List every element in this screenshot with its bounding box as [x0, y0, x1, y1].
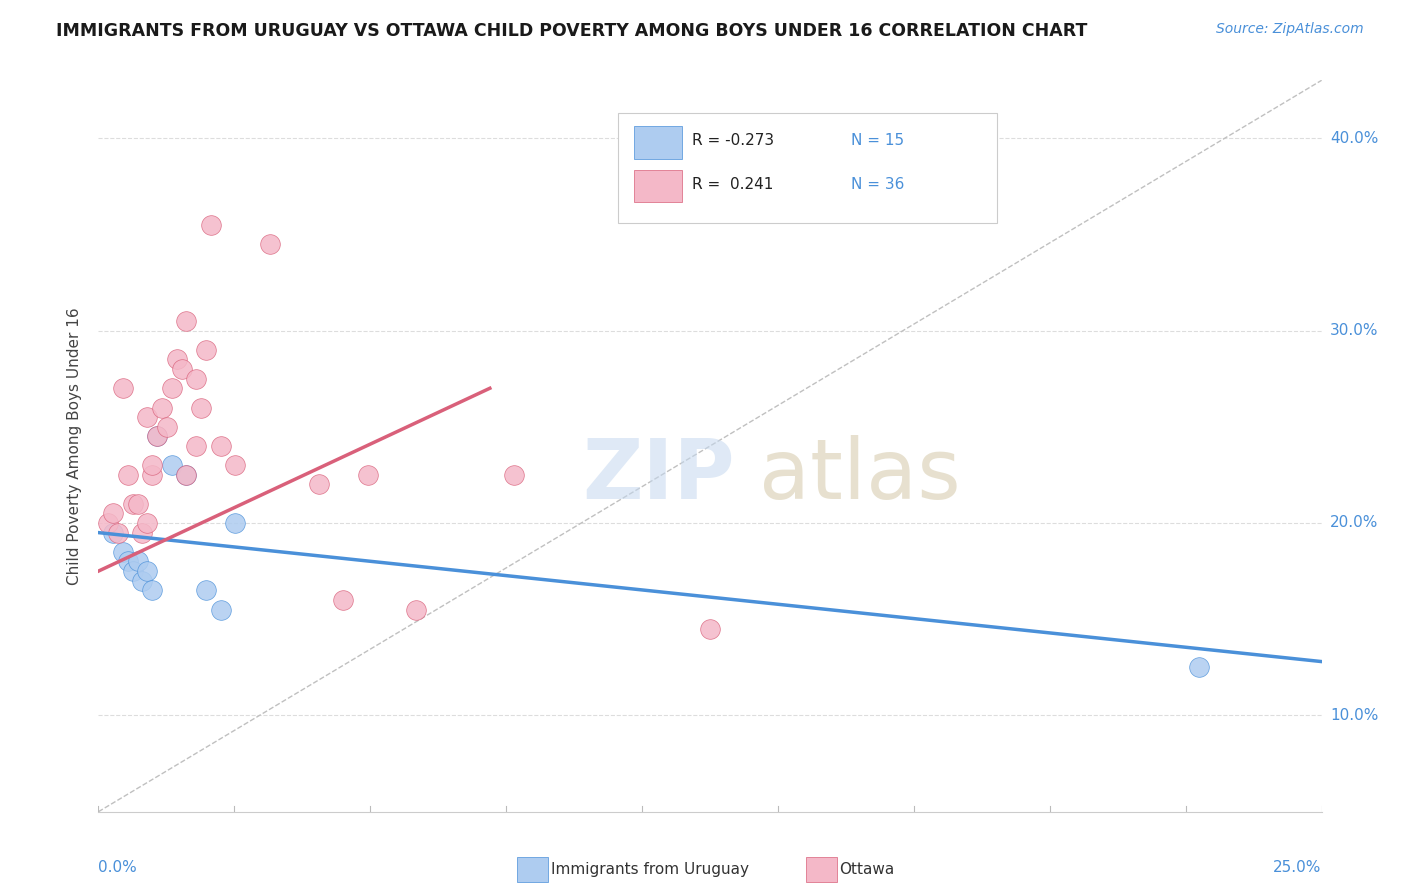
- Point: [224, 458, 246, 473]
- Point: [127, 497, 149, 511]
- Point: [170, 362, 193, 376]
- Y-axis label: Child Poverty Among Boys Under 16: Child Poverty Among Boys Under 16: [67, 307, 83, 585]
- Text: Ottawa: Ottawa: [839, 863, 894, 877]
- Point: [141, 583, 163, 598]
- Point: [200, 218, 222, 232]
- Point: [176, 467, 198, 482]
- Point: [308, 477, 330, 491]
- Point: [209, 439, 232, 453]
- Point: [141, 467, 163, 482]
- FancyBboxPatch shape: [634, 127, 682, 159]
- Point: [190, 401, 212, 415]
- Point: [1188, 660, 1211, 674]
- Point: [136, 410, 159, 425]
- Text: Source: ZipAtlas.com: Source: ZipAtlas.com: [1216, 22, 1364, 37]
- Point: [111, 545, 134, 559]
- Point: [97, 516, 120, 530]
- Point: [156, 419, 179, 434]
- Text: 25.0%: 25.0%: [1274, 860, 1322, 875]
- Point: [259, 236, 281, 251]
- Point: [121, 497, 143, 511]
- Point: [195, 583, 218, 598]
- Text: 10.0%: 10.0%: [1330, 708, 1378, 723]
- Point: [160, 458, 183, 473]
- Text: 0.0%: 0.0%: [98, 860, 138, 875]
- Point: [117, 467, 139, 482]
- Point: [107, 525, 129, 540]
- FancyBboxPatch shape: [619, 113, 997, 223]
- Point: [209, 602, 232, 616]
- Point: [111, 381, 134, 395]
- Point: [176, 314, 198, 328]
- Point: [186, 371, 208, 385]
- Point: [131, 574, 153, 588]
- Text: atlas: atlas: [759, 434, 960, 516]
- Text: R =  0.241: R = 0.241: [692, 178, 773, 193]
- Point: [405, 602, 427, 616]
- Point: [503, 467, 526, 482]
- Point: [121, 564, 143, 578]
- Point: [101, 525, 124, 540]
- Point: [186, 439, 208, 453]
- Point: [224, 516, 246, 530]
- Text: ZIP: ZIP: [582, 434, 734, 516]
- Point: [136, 564, 159, 578]
- Point: [150, 401, 173, 415]
- Text: N = 15: N = 15: [851, 134, 904, 148]
- Point: [117, 554, 139, 568]
- Point: [131, 525, 153, 540]
- Point: [146, 429, 169, 443]
- Point: [146, 429, 169, 443]
- Point: [141, 458, 163, 473]
- Text: N = 36: N = 36: [851, 178, 904, 193]
- Text: 20.0%: 20.0%: [1330, 516, 1378, 531]
- Point: [136, 516, 159, 530]
- FancyBboxPatch shape: [634, 170, 682, 202]
- Point: [332, 593, 354, 607]
- Point: [699, 622, 721, 636]
- Point: [101, 507, 124, 521]
- Point: [356, 467, 378, 482]
- Text: R = -0.273: R = -0.273: [692, 134, 773, 148]
- Point: [176, 467, 198, 482]
- Text: 40.0%: 40.0%: [1330, 130, 1378, 145]
- Text: Immigrants from Uruguay: Immigrants from Uruguay: [551, 863, 749, 877]
- Point: [797, 160, 820, 174]
- Point: [160, 381, 183, 395]
- Point: [195, 343, 218, 357]
- Point: [127, 554, 149, 568]
- Text: 30.0%: 30.0%: [1330, 323, 1378, 338]
- Text: IMMIGRANTS FROM URUGUAY VS OTTAWA CHILD POVERTY AMONG BOYS UNDER 16 CORRELATION : IMMIGRANTS FROM URUGUAY VS OTTAWA CHILD …: [56, 22, 1088, 40]
- Point: [166, 352, 188, 367]
